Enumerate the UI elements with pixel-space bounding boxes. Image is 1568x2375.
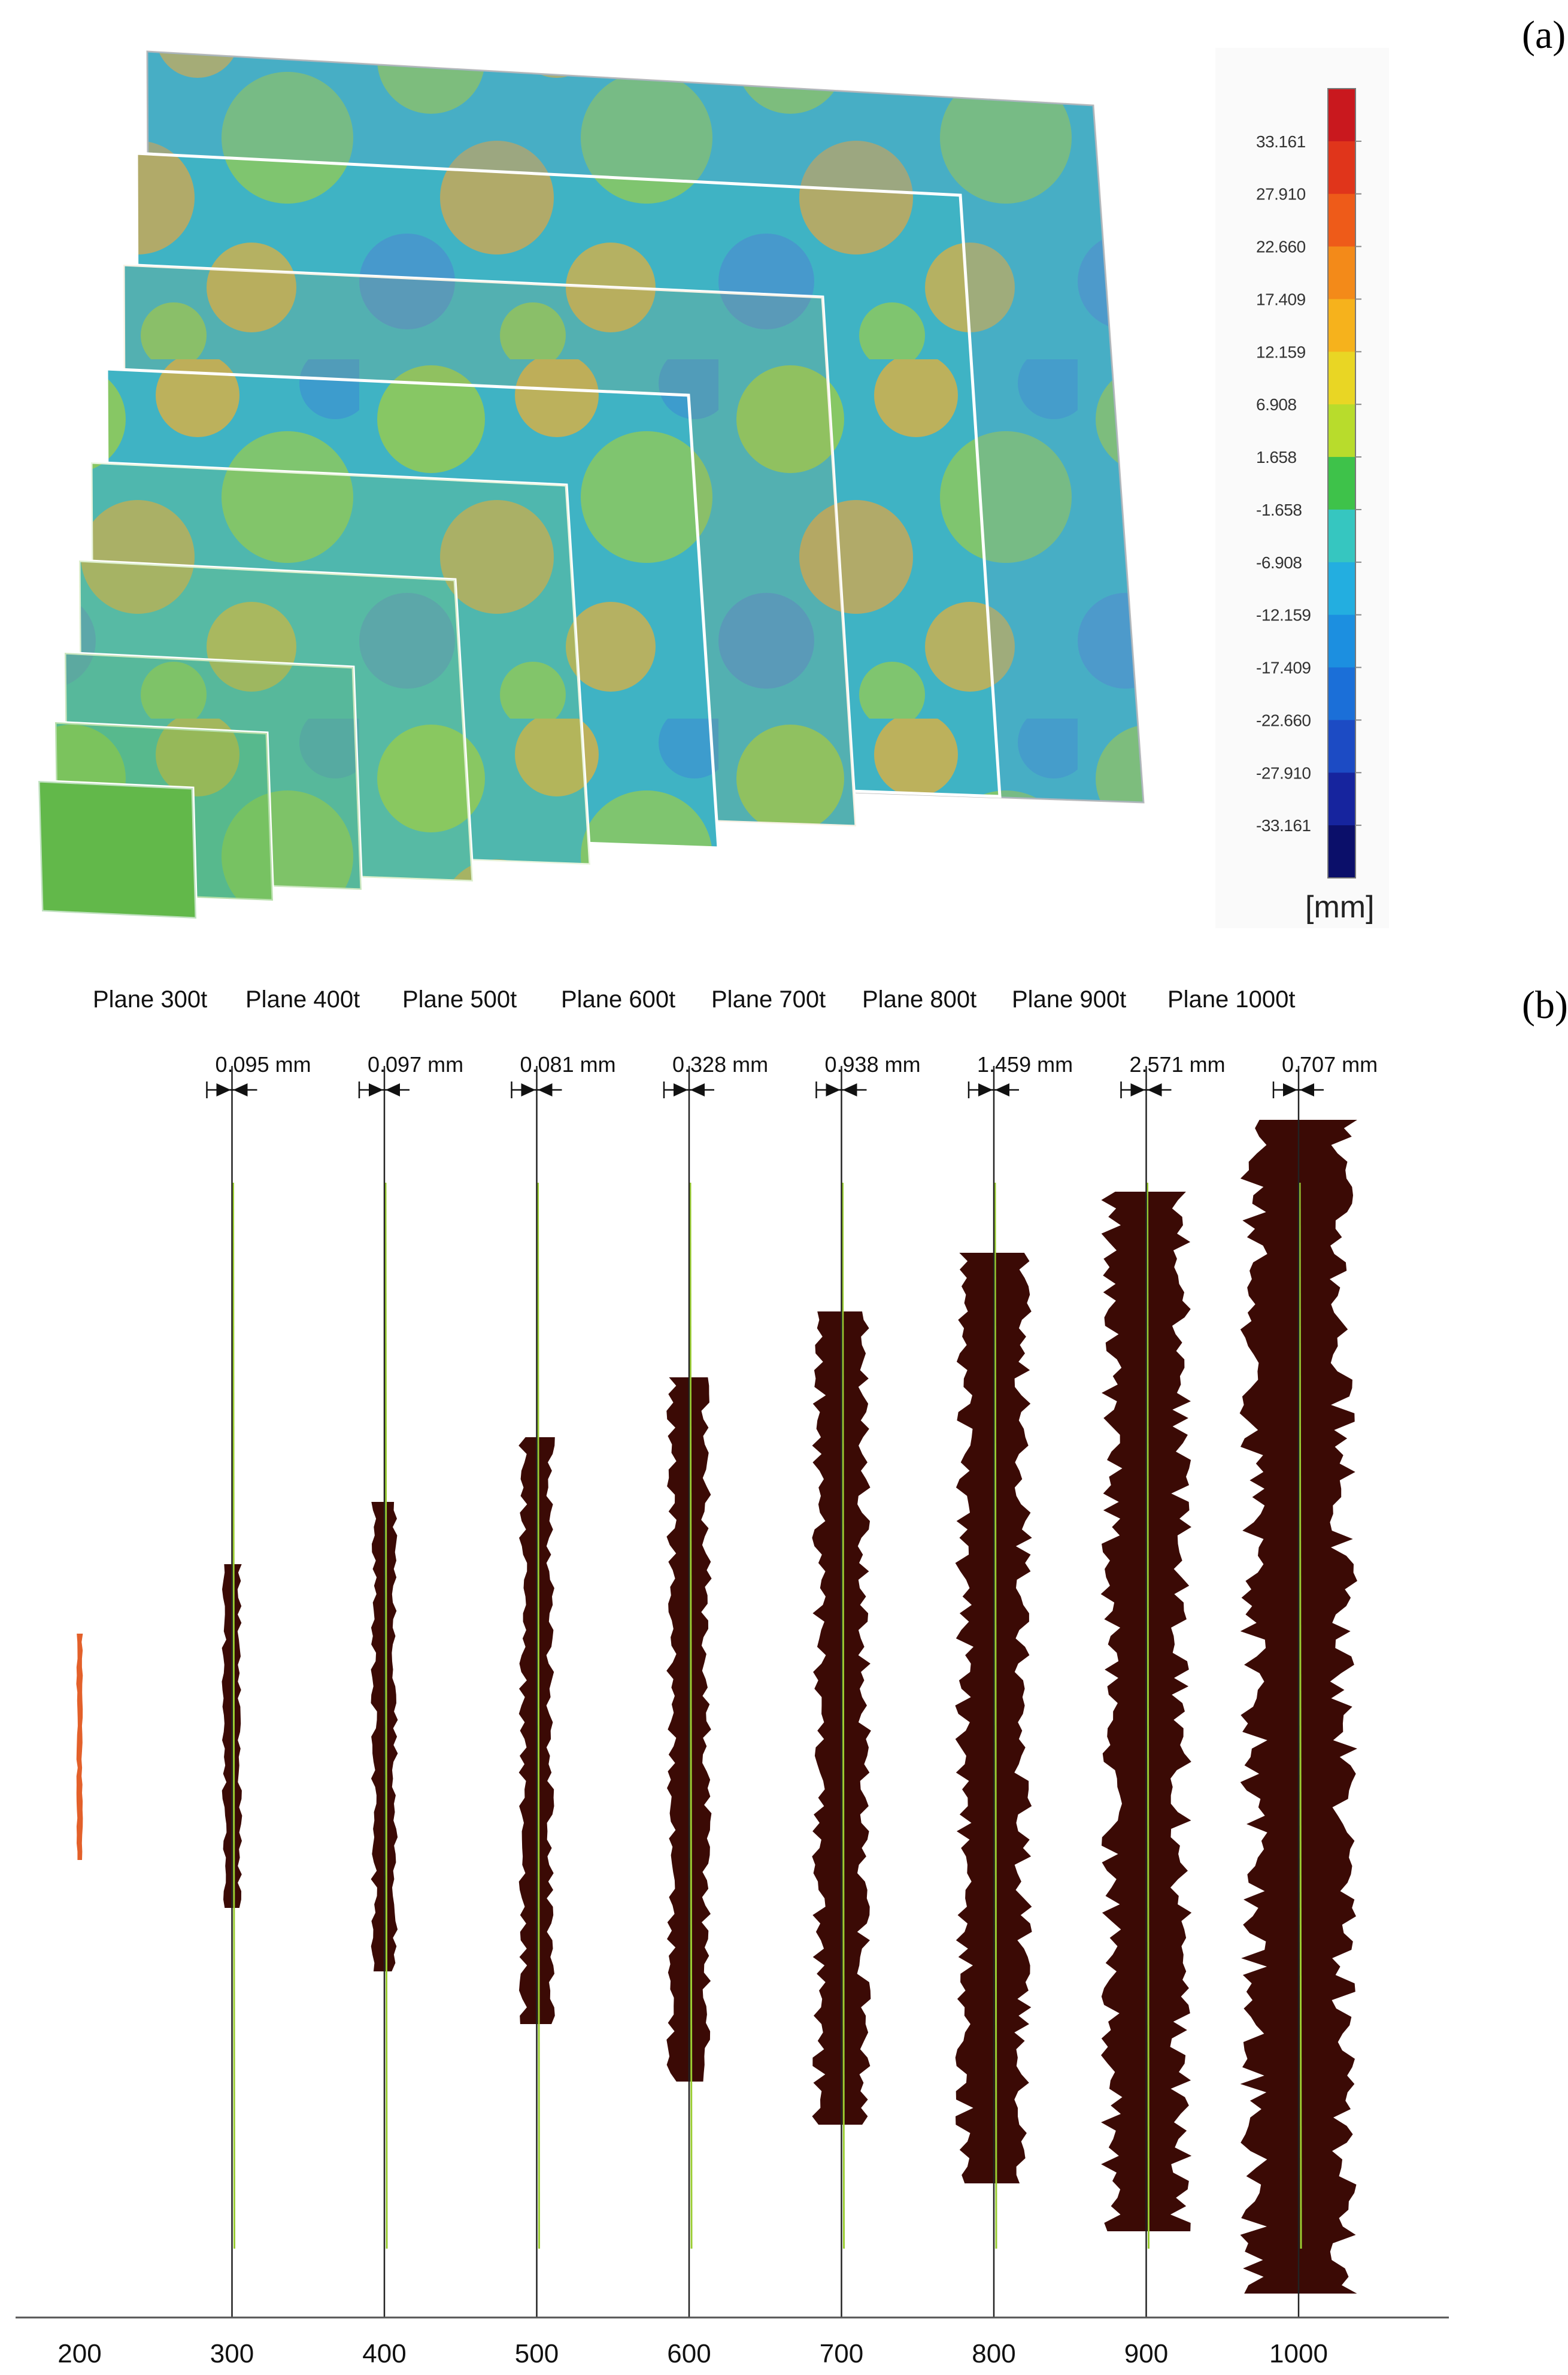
colorbar-tick-label: 22.660 [1256, 238, 1306, 256]
reference-line [994, 1182, 997, 2249]
colorbar-tick-labels: 33.161 27.910 22.660 17.409 12.159 6.908 1.658… [1256, 132, 1361, 835]
colorbar-swatch [1328, 825, 1355, 878]
panel-b-label: (b) [1522, 983, 1568, 1027]
x-axis-tick-label: 800 [972, 2339, 1015, 2368]
colorbar-swatch [1328, 457, 1355, 510]
colorbar-tick-label: -27.910 [1256, 764, 1311, 782]
plane-label: Plane 600t [561, 986, 675, 1013]
gap-marker: 0.095 mm [206, 1052, 311, 1098]
gap-label: 0.328 mm [672, 1052, 768, 1077]
gap-marker: 1.459 mm [968, 1052, 1073, 1098]
colorbar-tick-label: -33.161 [1256, 816, 1311, 835]
plane-label: Plane 1000t [1167, 986, 1296, 1013]
colorbar-swatch [1328, 404, 1355, 458]
colorbar-tick-label: -6.908 [1256, 553, 1302, 572]
gap-label: 0.081 mm [520, 1052, 616, 1077]
colorbar-swatch [1328, 89, 1355, 142]
colorbar-background [1215, 48, 1389, 928]
x-axis-tick-label: 500 [515, 2339, 559, 2368]
reference-line [1147, 1182, 1150, 2249]
colorbar-tick-label: -12.159 [1256, 606, 1311, 625]
plane-label: Plane 800t [862, 986, 976, 1013]
reference-line [384, 1182, 388, 2249]
gap-label: 0.097 mm [368, 1052, 463, 1077]
gap-label: 1.459 mm [977, 1052, 1073, 1077]
gap-label: 0.707 mm [1282, 1052, 1378, 1077]
colorbar-swatch [1328, 562, 1355, 616]
gap-marker: 0.081 mm [511, 1052, 616, 1098]
colorbar-swatch [1328, 720, 1355, 773]
colorbar-tick-label: 17.409 [1256, 290, 1306, 308]
reference-line [842, 1182, 845, 2249]
colorbar-swatch [1328, 773, 1355, 826]
x-axis-tick-label: 700 [820, 2339, 863, 2368]
gap-marker: 2.571 mm [1120, 1052, 1226, 1098]
colorbar-tick-label: 1.658 [1256, 448, 1297, 466]
colorbar: 33.161 27.910 22.660 17.409 12.159 6.908 1.658… [1215, 48, 1389, 928]
x-axis-tick-label: 900 [1124, 2339, 1168, 2368]
gap-marker: 0.938 mm [815, 1052, 921, 1098]
panel-b: Plane 300t Plane 400t Plane 500t Plane 600t… [16, 986, 1449, 2368]
gap-label: 0.095 mm [216, 1052, 311, 1077]
colorbar-tick-label: 12.159 [1256, 343, 1306, 361]
gap-marker: 0.707 mm [1272, 1052, 1378, 1098]
plane-label: Plane 400t [245, 986, 360, 1013]
reference-line [232, 1182, 235, 2249]
colorbar-tick-label: 33.161 [1256, 132, 1306, 151]
reference-line [689, 1182, 693, 2249]
colorbar-swatch [1328, 352, 1355, 405]
colorbar-swatch [1328, 246, 1355, 299]
plane-label: Plane 900t [1012, 986, 1126, 1013]
colorbar-swatch [1328, 193, 1355, 247]
reference-line [1299, 1182, 1302, 2249]
plane-label: Plane 300t [93, 986, 207, 1013]
colorbar-tick-label: -1.658 [1256, 501, 1302, 519]
x-axis-tick-label: 300 [210, 2339, 254, 2368]
x-axis-tick-label: 600 [667, 2339, 711, 2368]
plane-label: Plane 700t [711, 986, 826, 1013]
colorbar-swatches [1327, 88, 1356, 878]
reference-line [537, 1182, 540, 2249]
colorbar-frame [1327, 88, 1356, 878]
x-axis-tick-label: 400 [362, 2339, 406, 2368]
gap-marker: 0.328 mm [663, 1052, 768, 1098]
x-axis-tick-label: 200 [57, 2339, 101, 2368]
colorbar-swatch [1328, 299, 1355, 352]
panel-a-label: (a) [1522, 13, 1566, 57]
colorbar-swatch [1328, 141, 1355, 195]
colorbar-swatch [1328, 509, 1355, 563]
colorbar-tick-label: -17.409 [1256, 659, 1311, 677]
stacked-deviation-maps [37, 50, 1145, 920]
gap-label: 0.938 mm [825, 1052, 921, 1077]
fracture-profiles [76, 1066, 1357, 2318]
colorbar-tick-label: 6.908 [1256, 395, 1297, 414]
colorbar-swatch [1328, 667, 1355, 720]
gap-marker: 0.097 mm [358, 1052, 463, 1098]
colorbar-tick-label: -22.660 [1256, 711, 1311, 729]
gap-label: 2.571 mm [1130, 1052, 1226, 1077]
profile-200t [76, 1634, 83, 1860]
gap-markers: 0.095 mm 0.097 mm 0.081 mm 0.328 mm 0.938 mm… [206, 1052, 1378, 1098]
plane-labels: Plane 300t Plane 400t Plane 500t Plane 600t… [93, 986, 1296, 1013]
colorbar-tick-label: 27.910 [1256, 185, 1306, 204]
deviation-map-200t [37, 779, 198, 920]
colorbar-swatch [1328, 614, 1355, 668]
x-axis-tick-label: 1000 [1269, 2339, 1328, 2368]
plane-label: Plane 500t [402, 986, 517, 1013]
x-axis-ticks: 200 300 400 500 600 700 800 900 1000 [57, 2339, 1328, 2368]
colorbar-unit: [mm] [1305, 890, 1375, 925]
